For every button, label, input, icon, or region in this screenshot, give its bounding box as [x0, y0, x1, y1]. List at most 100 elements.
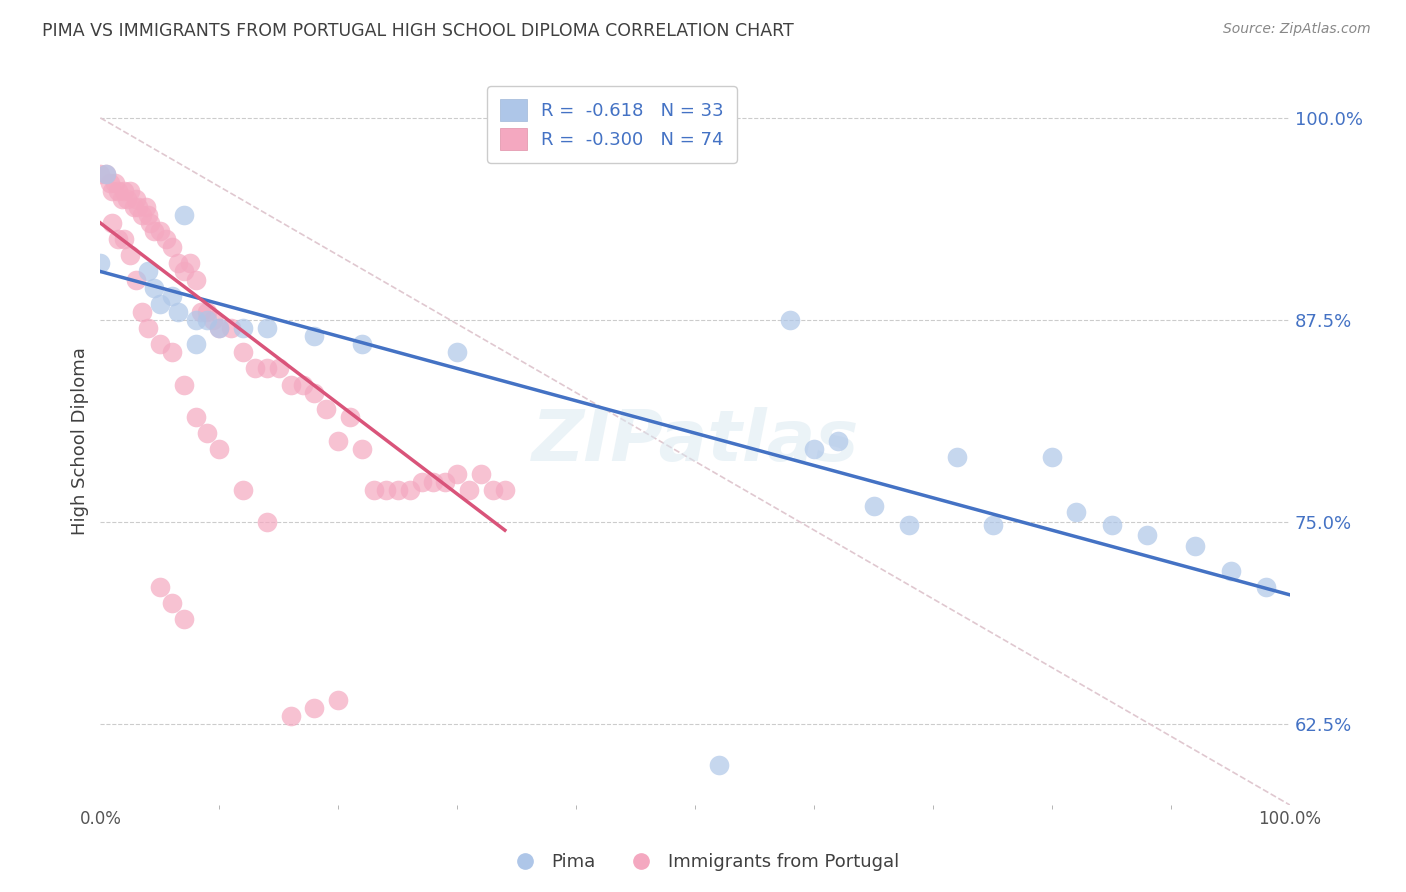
Legend: Pima, Immigrants from Portugal: Pima, Immigrants from Portugal [499, 847, 907, 879]
Point [434, 475, 457, 489]
Point [160, 596, 183, 610]
Point [136, 264, 159, 278]
Point [173, 264, 195, 278]
Legend: R =  -0.618   N = 33, R =  -0.300   N = 74: R = -0.618 N = 33, R = -0.300 N = 74 [488, 87, 737, 163]
Point [422, 475, 444, 489]
Point [142, 224, 165, 238]
Point [446, 345, 468, 359]
Point [232, 483, 254, 497]
Point [131, 305, 153, 319]
Point [122, 200, 145, 214]
Point [387, 483, 409, 497]
Point [197, 313, 219, 327]
Point [149, 224, 172, 238]
Point [470, 467, 492, 481]
Point [149, 297, 172, 311]
Point [707, 757, 730, 772]
Point [304, 701, 326, 715]
Point [104, 176, 127, 190]
Point [89, 168, 111, 182]
Point [219, 321, 242, 335]
Point [482, 483, 505, 497]
Point [1064, 505, 1087, 519]
Point [184, 272, 207, 286]
Point [197, 305, 219, 319]
Point [166, 256, 188, 270]
Point [1040, 450, 1063, 465]
Point [1219, 564, 1241, 578]
Point [166, 305, 188, 319]
Text: Source: ZipAtlas.com: Source: ZipAtlas.com [1223, 22, 1371, 37]
Point [208, 321, 231, 335]
Point [107, 184, 129, 198]
Point [107, 232, 129, 246]
Point [1136, 528, 1159, 542]
Point [280, 709, 302, 723]
Point [339, 409, 361, 424]
Point [179, 256, 201, 270]
Point [398, 483, 420, 497]
Point [125, 272, 148, 286]
Point [120, 184, 142, 198]
Point [149, 580, 172, 594]
Point [352, 337, 374, 351]
Point [184, 313, 207, 327]
Point [120, 248, 142, 262]
Point [981, 518, 1004, 533]
Point [160, 289, 183, 303]
Point [267, 361, 290, 376]
Point [202, 313, 225, 327]
Point [256, 361, 278, 376]
Point [131, 208, 153, 222]
Point [328, 434, 350, 449]
Point [160, 345, 183, 359]
Point [101, 216, 124, 230]
Point [315, 401, 337, 416]
Point [256, 515, 278, 529]
Point [458, 483, 481, 497]
Point [89, 256, 111, 270]
Point [127, 200, 149, 214]
Point [1184, 540, 1206, 554]
Point [1256, 580, 1278, 594]
Point [149, 337, 172, 351]
Point [112, 232, 135, 246]
Point [155, 232, 177, 246]
Point [173, 612, 195, 626]
Point [374, 483, 396, 497]
Point [136, 208, 159, 222]
Point [352, 442, 374, 457]
Point [136, 321, 159, 335]
Point [96, 168, 118, 182]
Point [779, 313, 801, 327]
Point [160, 240, 183, 254]
Point [446, 467, 468, 481]
Point [328, 693, 350, 707]
Point [208, 321, 231, 335]
Point [661, 830, 683, 845]
Point [827, 434, 849, 449]
Point [256, 321, 278, 335]
Point [898, 518, 921, 533]
Point [190, 305, 212, 319]
Point [135, 200, 157, 214]
Point [304, 385, 326, 400]
Text: PIMA VS IMMIGRANTS FROM PORTUGAL HIGH SCHOOL DIPLOMA CORRELATION CHART: PIMA VS IMMIGRANTS FROM PORTUGAL HIGH SC… [42, 22, 794, 40]
Point [304, 329, 326, 343]
Point [173, 377, 195, 392]
Point [112, 184, 135, 198]
Point [98, 176, 121, 190]
Point [232, 321, 254, 335]
Point [1101, 518, 1123, 533]
Point [243, 361, 266, 376]
Point [184, 337, 207, 351]
Point [232, 345, 254, 359]
Point [494, 483, 516, 497]
Point [139, 216, 162, 230]
Point [291, 377, 314, 392]
Point [115, 192, 138, 206]
Point [411, 475, 433, 489]
Point [862, 499, 884, 513]
Point [173, 208, 195, 222]
Point [363, 483, 385, 497]
